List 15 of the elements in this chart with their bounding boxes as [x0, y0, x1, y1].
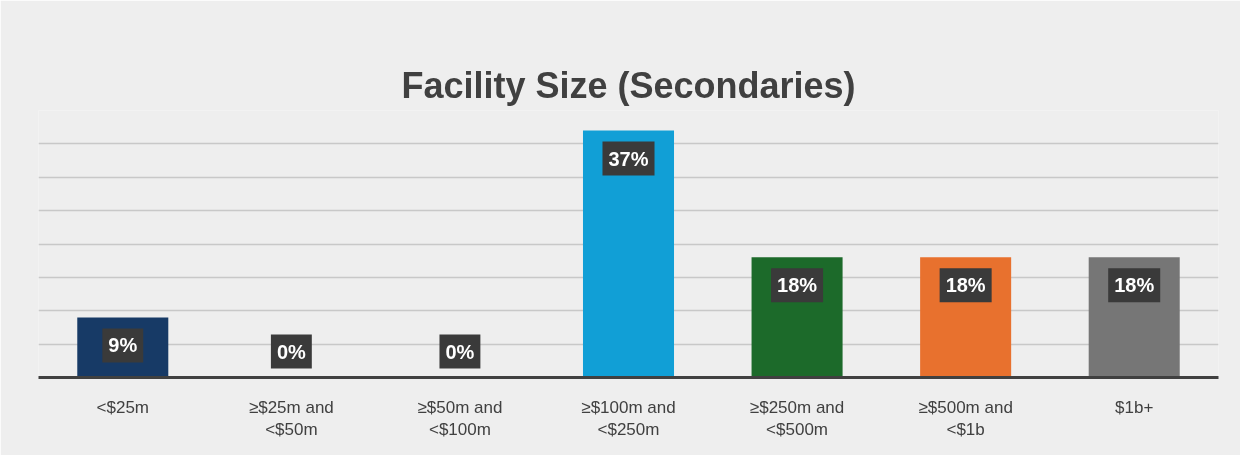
x-tick-label: <$25m — [96, 397, 150, 417]
x-tick-label: $1b+ — [1115, 397, 1154, 417]
data-label: 0% — [276, 340, 307, 363]
x-tick-label: ≥$250m and <$500m — [749, 397, 845, 440]
x-tick-label: ≥$50m and <$100m — [417, 397, 503, 440]
data-label: 18% — [777, 274, 818, 297]
data-label: 37% — [608, 147, 649, 170]
chart-title: Facility Size (Secondaries) — [401, 64, 856, 106]
data-label: 0% — [445, 340, 475, 363]
data-label: 9% — [108, 334, 138, 357]
data-label: 18% — [945, 274, 986, 297]
x-tick-label: ≥$500m and <$1b — [918, 397, 1013, 440]
x-tick-label: ≥$25m and <$50m — [248, 397, 334, 440]
x-tick-label: ≥$100m and <$250m — [581, 397, 676, 440]
data-label: 18% — [1114, 274, 1155, 297]
